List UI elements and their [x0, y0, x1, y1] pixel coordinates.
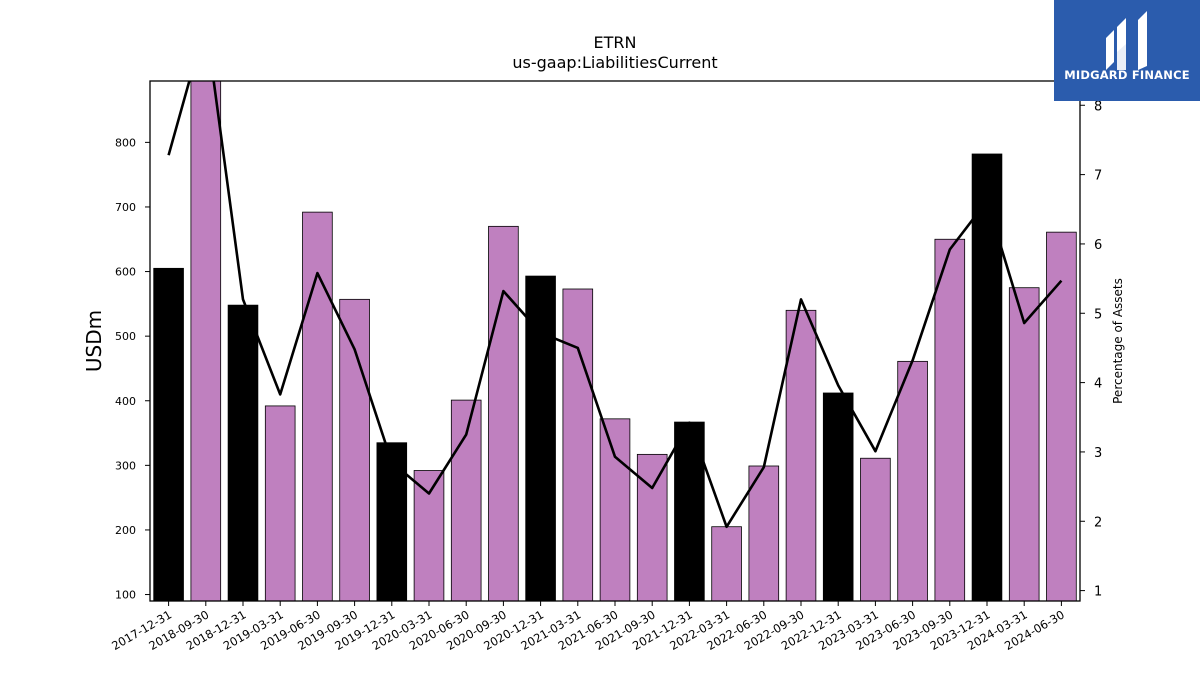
bars-group: [153, 81, 1077, 601]
line-group: [167, 81, 1063, 529]
bar: [636, 453, 668, 601]
y2-tick-label: 6: [1094, 238, 1102, 253]
bar: [376, 442, 408, 601]
bar: [413, 470, 445, 601]
y-tick-label: 700: [115, 201, 136, 214]
y2-tick-label: 8: [1094, 99, 1102, 114]
bar: [488, 225, 519, 601]
line-series: [167, 81, 1063, 529]
bar: [934, 238, 966, 601]
y-tick-label: 200: [115, 524, 136, 537]
bar: [748, 465, 780, 601]
bar: [339, 298, 370, 601]
bar: [1008, 287, 1040, 601]
bar: [1046, 231, 1077, 601]
logo-text: MIDGARD FINANCE: [1064, 68, 1190, 82]
y2-tick-label: 3: [1094, 446, 1102, 461]
y2-tick-label: 7: [1094, 169, 1102, 184]
bar: [599, 418, 631, 601]
x-axis: 2017-12-312018-09-302018-12-312019-03-31…: [109, 601, 1067, 653]
bar: [190, 81, 222, 601]
midgard-finance-logo: MIDGARD FINANCE: [1054, 0, 1200, 101]
y-tick-label: 100: [115, 589, 136, 602]
bar: [525, 275, 556, 601]
y2-axis: 1 2 3 4 5 6 7 8: [1080, 99, 1102, 600]
bar: [860, 457, 891, 601]
y-tick-label: 400: [115, 395, 136, 408]
y-axis-label: USDm: [82, 310, 106, 372]
bar: [711, 526, 742, 601]
y2-tick-label: 1: [1094, 585, 1102, 600]
bar: [153, 267, 184, 601]
bar: [302, 211, 333, 601]
y-axis: 100 200 300 400 500 600 700 800: [115, 136, 150, 602]
bar: [562, 288, 594, 601]
bar: [227, 304, 259, 601]
bar: [264, 405, 296, 601]
logo-mark-icon: [1106, 11, 1147, 70]
y-tick-label: 800: [115, 136, 136, 149]
chart-title: ETRN: [594, 33, 637, 52]
y2-tick-label: 2: [1094, 515, 1102, 530]
y2-axis-label: Percentage of Assets: [1111, 278, 1125, 404]
bar: [785, 309, 817, 601]
y2-tick-label: 4: [1094, 377, 1102, 392]
chart-subtitle: us-gaap:LiabilitiesCurrent: [512, 53, 717, 72]
bar: [971, 153, 1003, 601]
bar: [897, 360, 928, 601]
y2-tick-label: 5: [1094, 307, 1102, 322]
bar: [822, 392, 854, 601]
y-tick-label: 500: [115, 330, 136, 343]
y-tick-label: 300: [115, 459, 136, 472]
y-tick-label: 600: [115, 266, 136, 279]
